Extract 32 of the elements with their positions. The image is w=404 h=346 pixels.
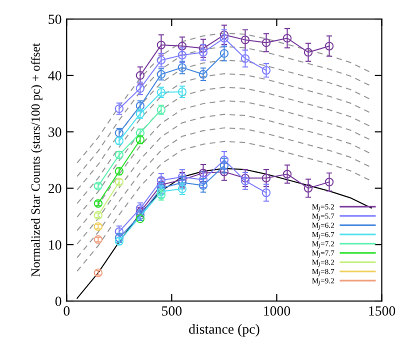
y-tick-label: 10 bbox=[49, 240, 62, 250]
point bbox=[304, 184, 313, 193]
point bbox=[324, 178, 334, 186]
point bbox=[282, 170, 292, 178]
point bbox=[220, 49, 229, 58]
x-tick-label: 1000 bbox=[264, 306, 290, 316]
point bbox=[240, 36, 250, 44]
line-series bbox=[76, 127, 372, 258]
point bbox=[282, 34, 292, 43]
x-tick-label: 1500 bbox=[369, 306, 396, 316]
y-tick-label: 50 bbox=[48, 14, 62, 24]
line-series bbox=[76, 46, 372, 177]
point bbox=[324, 42, 334, 50]
y-tick-label: 0 bbox=[55, 296, 62, 306]
point bbox=[262, 66, 271, 75]
point bbox=[304, 48, 313, 57]
point bbox=[240, 54, 250, 63]
point bbox=[156, 40, 166, 50]
y-axis-title: Normalized Star Counts (stars/100 pc) + offset bbox=[30, 43, 42, 277]
point bbox=[262, 38, 271, 48]
x-tick-label: 500 bbox=[162, 306, 182, 316]
y-tick-label: 20 bbox=[48, 184, 62, 194]
y-tick-label: 40 bbox=[48, 71, 62, 80]
line-series bbox=[76, 100, 372, 232]
point bbox=[262, 188, 271, 198]
point bbox=[94, 268, 103, 278]
y-tick-label: 30 bbox=[48, 127, 62, 137]
point bbox=[198, 70, 208, 79]
x-axis-title: distance (pc) bbox=[189, 324, 260, 337]
point bbox=[262, 174, 271, 182]
x-tick-label: 0 bbox=[64, 306, 70, 316]
point bbox=[136, 71, 145, 80]
